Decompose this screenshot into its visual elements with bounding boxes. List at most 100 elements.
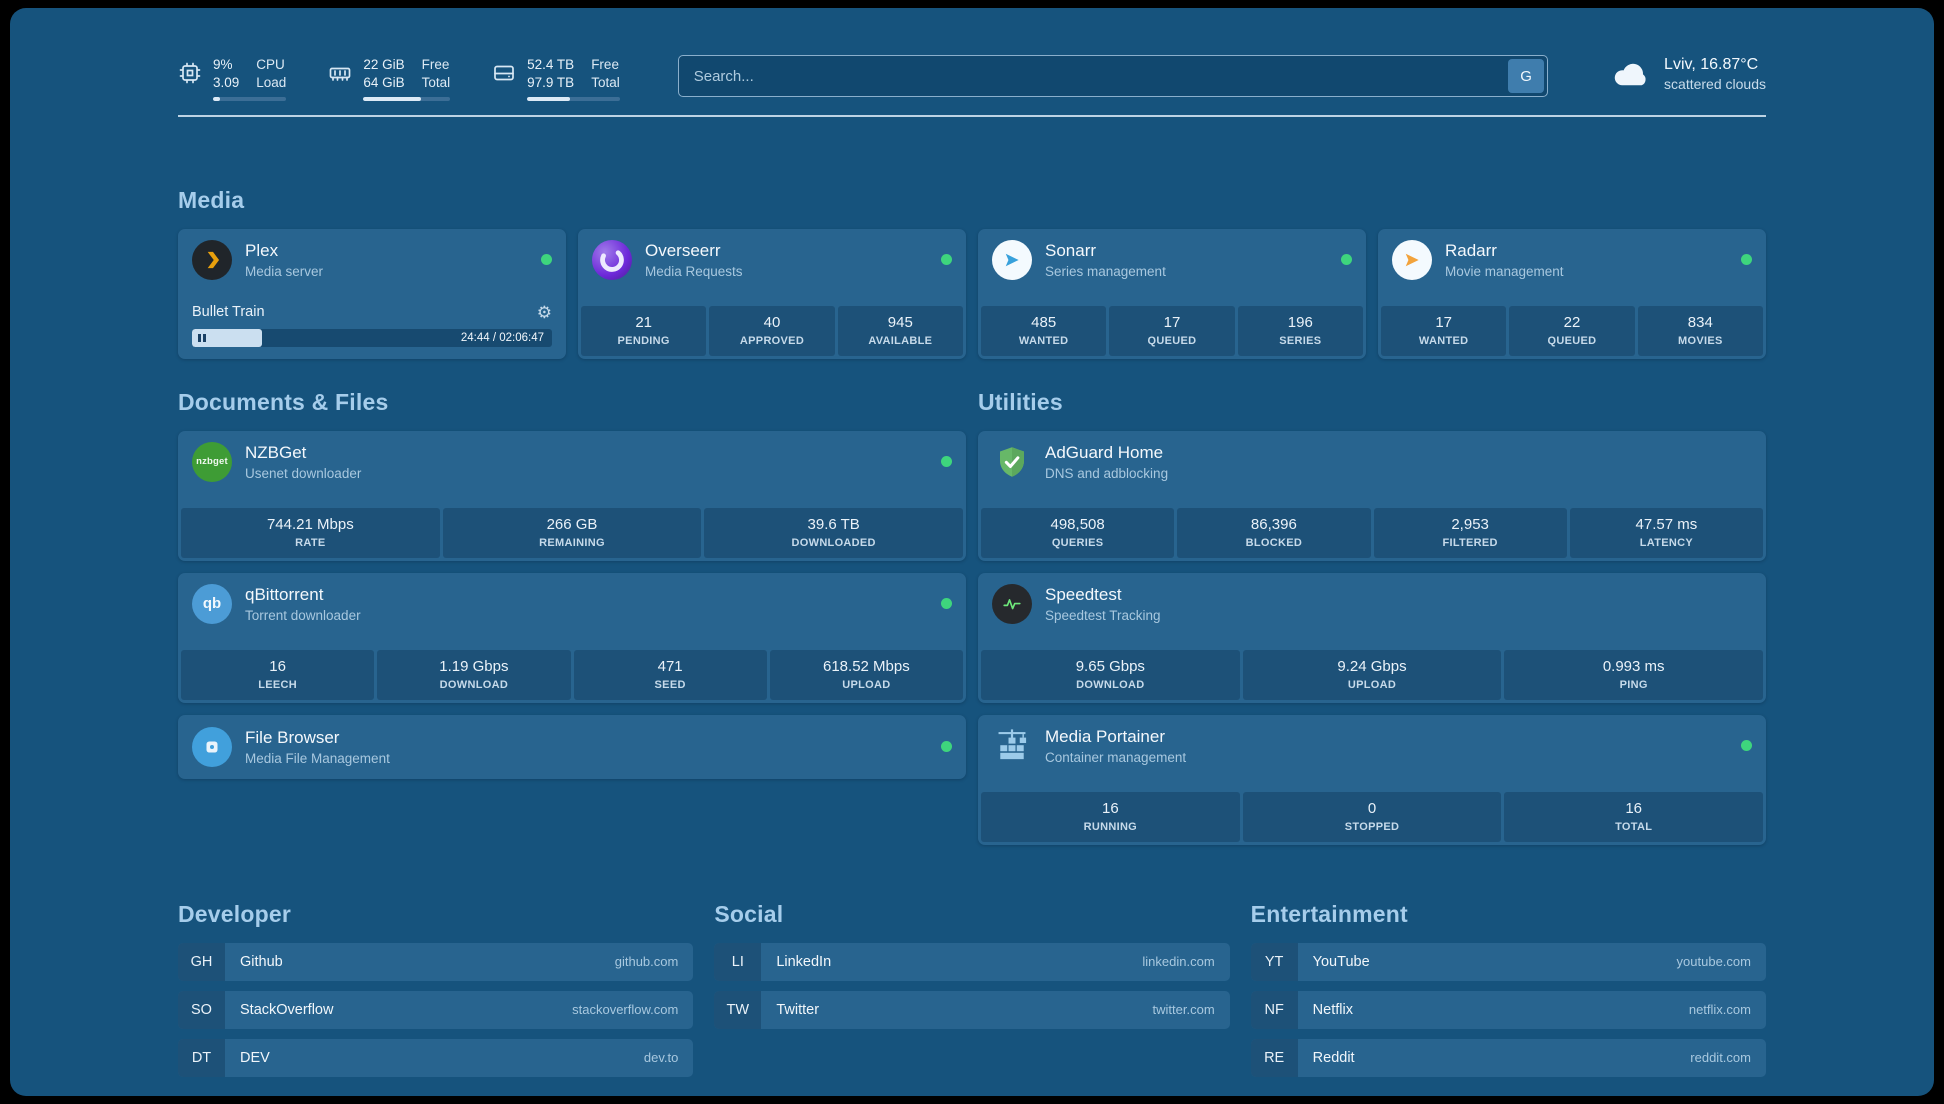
status-dot [941,598,952,610]
stat-approved: 40 APPROVED [709,305,835,356]
stat-label: UPLOAD [842,678,891,691]
bookmark-reddit[interactable]: RE Reddit reddit.com [1250,1038,1766,1077]
stat-remaining: 266 GB REMAINING [442,507,702,558]
stat-value: 9.65 Gbps [1075,657,1145,675]
section-title-social: Social [714,900,784,927]
service-subtitle: Torrent downloader [245,607,361,623]
service-card-plex[interactable]: Plex Media server Bullet Train ⚙ [178,228,566,359]
stat-label: APPROVED [739,334,805,347]
sonarr-icon [992,239,1032,280]
stat-seed: 471 SEED [573,649,767,700]
stat-label: DOWNLOAD [439,678,509,691]
nzbget-icon-text: nzbget [196,456,228,468]
search-bar[interactable]: G [677,55,1549,97]
bookmark-dev[interactable]: DT DEV dev.to [178,1038,694,1077]
bookmark-group-social: Social LI LinkedIn linkedin.com TW Twitt… [714,900,1230,1077]
cpu-progressbar [213,96,287,101]
service-title: Radarr [1445,240,1497,260]
bookmark-twitter[interactable]: TW Twitter twitter.com [714,990,1230,1029]
radarr-icon [1392,239,1432,280]
speedtest-icon [992,583,1032,624]
playback-progress-fill [192,328,263,347]
stat-pending: 21 PENDING [581,305,707,356]
bookmark-youtube[interactable]: YT YouTube youtube.com [1250,942,1766,981]
stat-value: 16 [269,657,286,675]
stat-label: TOTAL [1615,820,1653,833]
bookmark-domain: github.com [614,954,679,970]
service-card-sonarr[interactable]: Sonarr Series management 485 WANTED 17 Q… [978,228,1366,359]
service-card-portainer[interactable]: Media Portainer Container management 16 … [978,714,1766,845]
stat-label: DOWNLOADED [791,536,876,549]
topbar-divider [178,114,1766,117]
stat-label: UPLOAD [1347,678,1397,691]
memory-icon [328,61,352,101]
memory-progressbar [363,96,451,101]
stat-value: 40 [763,313,781,331]
bookmark-abbr: NF [1250,990,1298,1029]
bookmark-domain: netflix.com [1688,1002,1751,1018]
bookmark-group-entertainment: Entertainment YT YouTube youtube.com NF … [1250,900,1766,1077]
service-card-speedtest[interactable]: Speedtest Speedtest Tracking 9.65 Gbps D… [978,572,1766,703]
memory-free-label: Free [421,57,450,72]
bookmark-domain: dev.to [643,1050,679,1066]
cpu-widget: 9% 3.09 CPU Load [178,56,287,101]
service-subtitle: Media File Management [245,750,390,766]
bookmark-linkedin[interactable]: LI LinkedIn linkedin.com [714,942,1230,981]
filebrowser-icon [192,726,232,767]
status-dot [941,741,952,753]
disk-progress-fill [527,96,570,101]
bookmark-abbr: RE [1250,1038,1298,1077]
stat-wanted: 17 WANTED [1381,305,1507,356]
stat-label: REMAINING [539,536,605,549]
stat-label: QUEUED [1147,334,1197,347]
bookmark-netflix[interactable]: NF Netflix netflix.com [1250,990,1766,1029]
search-input[interactable] [681,59,1509,93]
service-title: NZBGet [245,442,307,462]
service-subtitle: Container management [1045,749,1187,765]
cpu-usage-label: CPU [256,57,285,72]
stat-downloaded: 39.6 TB DOWNLOADED [704,507,964,558]
plex-now-playing: Bullet Train ⚙ 24:44 / 02:06:47 [178,304,566,359]
service-card-radarr[interactable]: Radarr Movie management 17 WANTED 22 QUE… [1378,228,1766,359]
bookmark-stackoverflow[interactable]: SO StackOverflow stackoverflow.com [178,990,694,1029]
adguard-icon [992,442,1032,482]
stat-label: SERIES [1279,334,1322,347]
search-engine-button[interactable]: G [1508,59,1545,93]
service-card-filebrowser[interactable]: File Browser Media File Management [178,714,966,779]
bookmark-name: Reddit [1312,1049,1355,1066]
stat-label: DOWNLOAD [1076,678,1145,691]
status-dot [1741,254,1752,266]
service-card-overseerr[interactable]: Overseerr Media Requests 21 PENDING 40 A… [578,228,966,359]
qbittorrent-icon-text: qb [202,595,222,613]
cpu-load-label: Load [256,74,287,90]
service-card-nzbget[interactable]: nzbget NZBGet Usenet downloader 744.21 M… [178,430,966,561]
playback-time: 24:44 / 02:06:47 [460,331,544,344]
service-card-qbittorrent[interactable]: qb qBittorrent Torrent downloader 16 LEE… [178,572,966,703]
cpu-progress-fill [213,96,220,101]
bookmark-github[interactable]: GH Github github.com [178,942,694,981]
pause-icon[interactable] [198,333,206,342]
stat-label: AVAILABLE [868,334,933,347]
portainer-icon [992,726,1032,766]
memory-total-value: 64 GiB [363,74,405,90]
stat-series: 196 SERIES [1237,305,1363,356]
cpu-load-value: 3.09 [213,74,240,90]
gear-icon[interactable]: ⚙ [536,302,552,322]
disk-total-value: 97.9 TB [527,74,575,90]
memory-progress-fill [363,96,421,101]
stat-value: 17 [1163,313,1181,331]
section-utilities: Utilities AdGuard Home [978,389,1766,845]
stat-value: 196 [1287,313,1313,331]
service-card-adguard[interactable]: AdGuard Home DNS and adblocking 498,508 … [978,430,1766,561]
service-title: Overseerr [645,240,721,260]
stat-movies: 834 MOVIES [1637,305,1763,356]
resource-monitors: 9% 3.09 CPU Load [178,54,620,101]
bookmark-domain: stackoverflow.com [572,1002,679,1018]
bookmark-abbr: YT [1250,942,1298,981]
bookmark-abbr: LI [714,942,762,981]
service-subtitle: Media Requests [645,263,743,279]
bookmark-domain: linkedin.com [1142,954,1215,970]
section-title-utilities: Utilities [978,388,1063,415]
section-title-entertainment: Entertainment [1250,900,1408,927]
stat-label: LEECH [258,678,298,691]
